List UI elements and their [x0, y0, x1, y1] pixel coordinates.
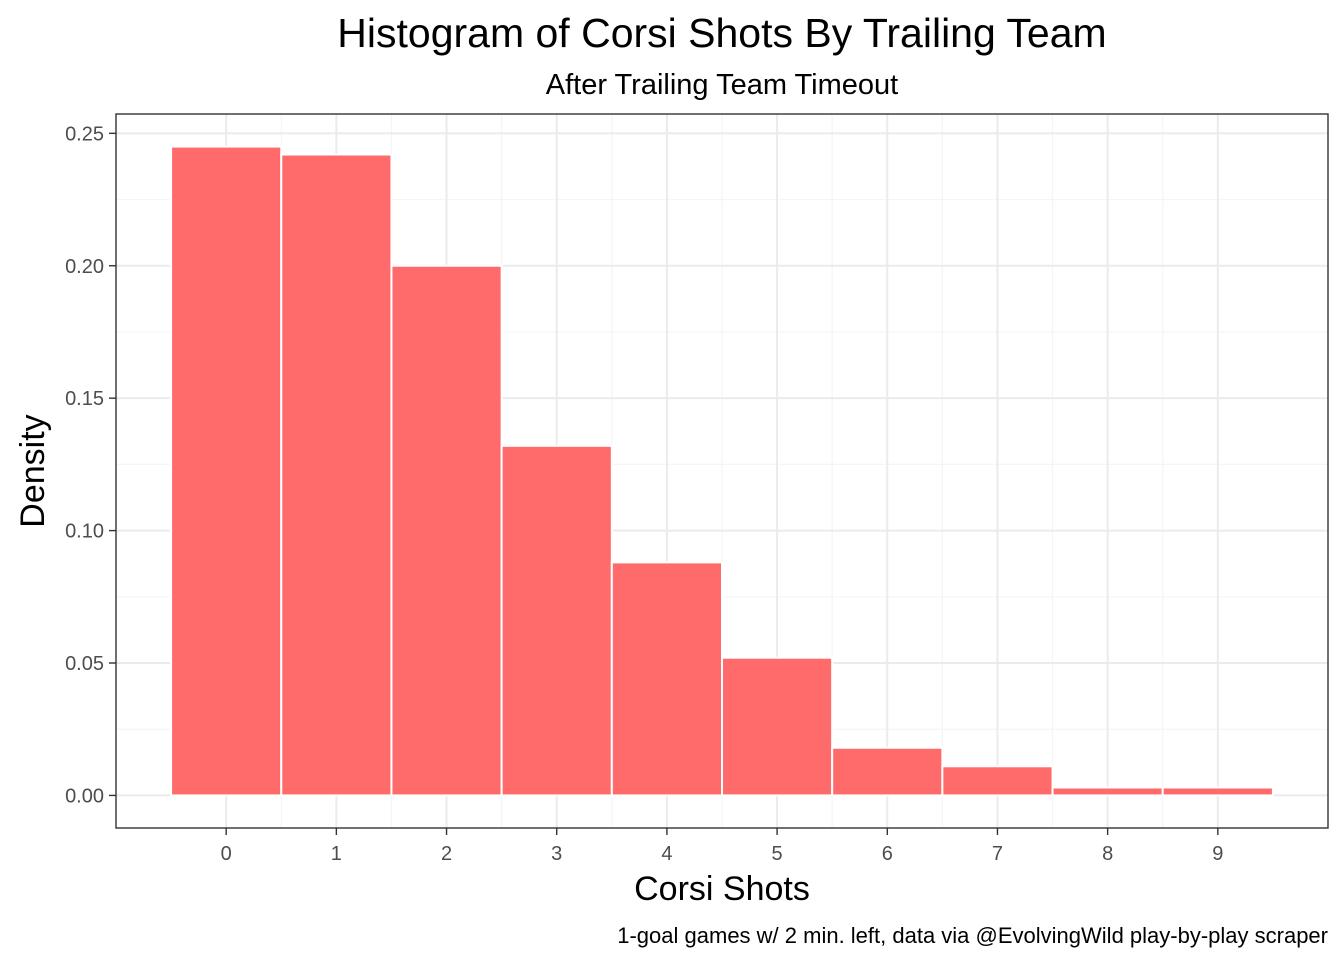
x-tick-label: 0 [221, 843, 232, 865]
histogram-bar-5 [721, 656, 834, 797]
x-tick-label: 8 [1102, 843, 1113, 865]
histogram-bar-3 [500, 444, 613, 797]
x-tick-label: 4 [661, 843, 672, 865]
chart-title: Histogram of Corsi Shots By Trailing Tea… [337, 10, 1106, 56]
y-tick-label: 0.00 [65, 785, 104, 807]
x-axis-title: Corsi Shots [634, 870, 810, 908]
chart-subtitle: After Trailing Team Timeout [546, 69, 898, 101]
histogram-bar-6 [831, 746, 944, 797]
y-tick-label: 0.05 [65, 653, 104, 675]
x-tick-label: 2 [441, 843, 452, 865]
histogram-bar-1 [280, 153, 393, 797]
y-tick-label: 0.10 [65, 521, 104, 543]
x-tick-label: 1 [331, 843, 342, 865]
histogram-bar-7 [941, 765, 1054, 797]
histogram-bar-0 [170, 145, 283, 797]
x-tick-label: 7 [992, 843, 1003, 865]
histogram-bar-8 [1051, 786, 1164, 797]
x-tick-label: 9 [1212, 843, 1223, 865]
x-tick-label: 3 [551, 843, 562, 865]
panel-border [115, 113, 1329, 829]
histogram-bar-4 [610, 561, 723, 797]
x-tick-label: 6 [882, 843, 893, 865]
x-axis: 0 1 2 3 4 5 6 7 8 9 [221, 828, 1223, 865]
y-axis: 0.00 0.05 0.10 0.15 0.20 0.25 [65, 123, 116, 807]
y-tick-label: 0.25 [65, 123, 104, 145]
y-axis-title: Density [14, 414, 52, 527]
histogram-bar-9 [1161, 786, 1274, 797]
x-tick-label: 5 [772, 843, 783, 865]
y-tick-label: 0.15 [65, 388, 104, 410]
y-tick-label: 0.20 [65, 256, 104, 278]
histogram-bar-2 [390, 264, 503, 797]
plot-panel [115, 113, 1329, 829]
histogram-bars [170, 145, 1274, 797]
chart-caption: 1-goal games w/ 2 min. left, data via @E… [617, 923, 1328, 948]
